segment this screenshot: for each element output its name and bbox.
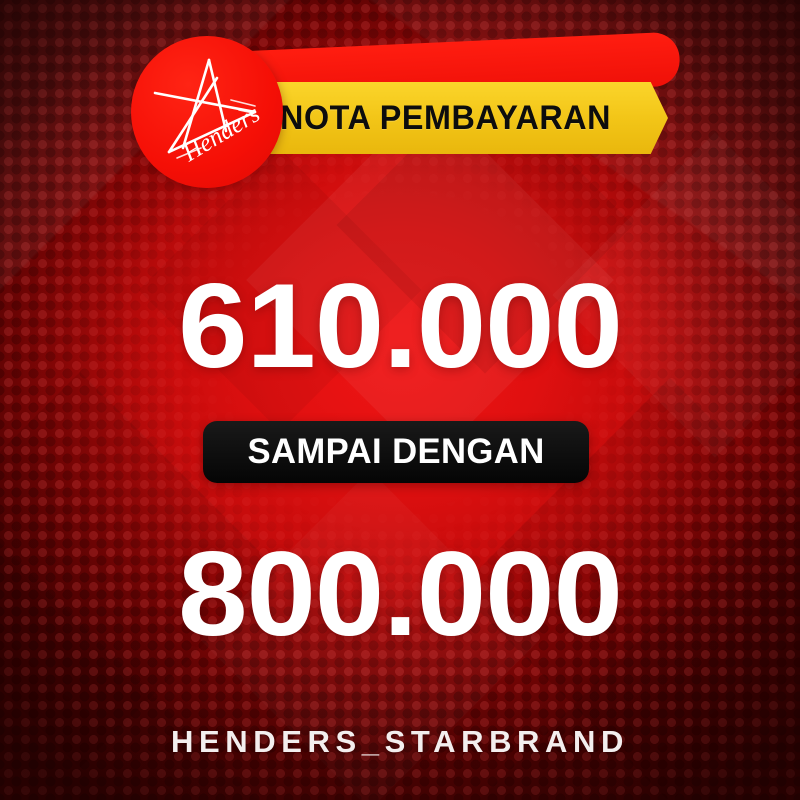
amount-from: 610.000 (178, 259, 623, 393)
brand-handle: HENDERS_STARBRAND (170, 724, 630, 759)
ribbon-title: NOTA PEMBAYARAN (279, 98, 611, 137)
range-separator-badge: SAMPAI DENGAN (203, 421, 589, 483)
poster-header: NOTA PEMBAYARAN Henders (0, 0, 800, 210)
ribbon-banner: NOTA PEMBAYARAN (236, 82, 668, 154)
amount-to: 800.000 (178, 527, 623, 661)
brand-logo: Henders (131, 36, 283, 188)
star-icon: Henders (153, 58, 265, 168)
range-separator-label: SAMPAI DENGAN (247, 432, 545, 471)
